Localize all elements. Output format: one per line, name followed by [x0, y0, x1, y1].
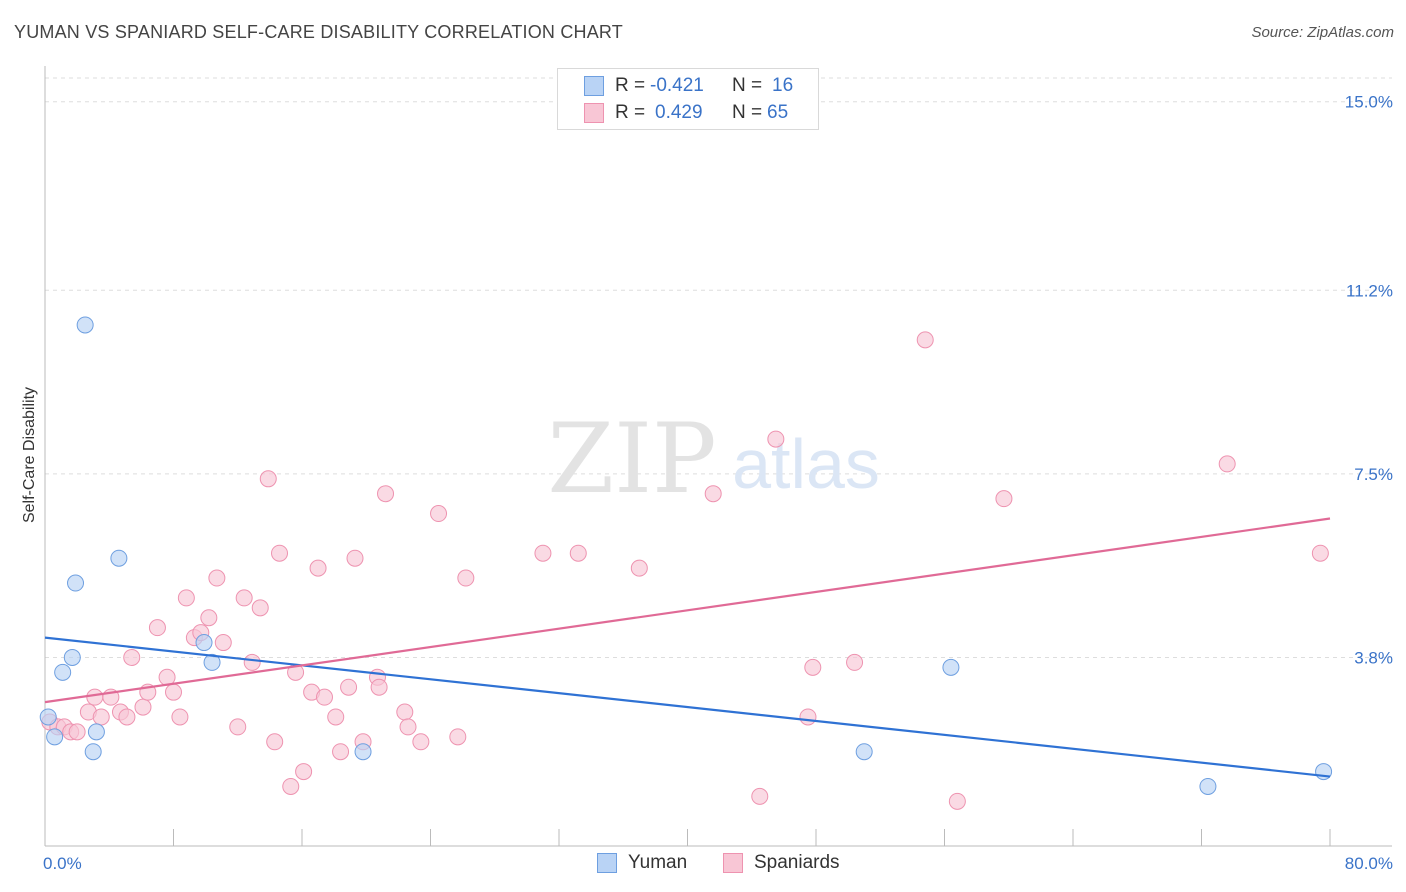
yuman-trend-line	[44, 636, 1331, 778]
spaniard-point	[340, 678, 358, 696]
spaniard-point	[346, 549, 364, 567]
yuman-point	[87, 723, 105, 741]
legend-r-label: R =	[615, 102, 646, 123]
spaniard-point	[295, 763, 313, 781]
spaniard-point	[271, 544, 289, 562]
spaniard-point	[767, 430, 785, 448]
y-tick-label: 3.8%	[1354, 648, 1393, 667]
legend-r-value: -0.421	[650, 75, 704, 96]
spaniard-point	[235, 589, 253, 607]
spaniard-point	[177, 589, 195, 607]
legend-n-label: N =	[732, 102, 763, 123]
spaniard-point	[229, 718, 247, 736]
spaniard-point	[1218, 455, 1236, 473]
legend-n-value: 16	[772, 75, 794, 96]
y-tick-label: 7.5%	[1354, 465, 1393, 484]
spaniard-point	[412, 733, 430, 751]
spaniard-point	[266, 733, 284, 751]
chart-source: Source: ZipAtlas.com	[1251, 24, 1394, 41]
yuman-point	[1199, 777, 1217, 795]
spaniard-point	[846, 653, 864, 671]
spaniard-point	[68, 723, 86, 741]
spaniard-point	[148, 619, 166, 637]
spaniard-point	[134, 698, 152, 716]
yuman-point	[76, 316, 94, 334]
spaniard-point	[259, 470, 277, 488]
spaniard-point	[948, 792, 966, 810]
spaniard-point	[92, 708, 110, 726]
bottom-legend-spaniards: Spaniards	[754, 852, 840, 873]
spaniard-point	[118, 708, 136, 726]
spaniard-point	[377, 485, 395, 503]
legend-yuman-swatch	[584, 76, 604, 96]
y-tick-label: 11.2%	[1346, 281, 1393, 300]
spaniard-point	[1311, 544, 1329, 562]
spaniard-point	[704, 485, 722, 503]
legend-n-label: N =	[732, 75, 763, 96]
x-tick-label: 0.0%	[43, 854, 82, 873]
spaniard-point	[200, 609, 218, 627]
spaniard-trend-line	[44, 517, 1331, 704]
spaniard-point	[370, 678, 388, 696]
yuman-point	[54, 663, 72, 681]
bottom-legend-yuman-swatch	[597, 853, 617, 873]
legend-r-value: 0.429	[655, 102, 703, 123]
yuman-point	[39, 708, 57, 726]
legend-spaniards-swatch	[584, 103, 604, 123]
spaniard-point	[208, 569, 226, 587]
yuman-point	[195, 634, 213, 652]
spaniard-point	[630, 559, 648, 577]
yuman-point	[63, 648, 81, 666]
spaniard-point	[171, 708, 189, 726]
yuman-point	[84, 743, 102, 761]
spaniard-point	[165, 683, 182, 701]
spaniard-point	[799, 708, 817, 726]
bottom-legend-yuman: Yuman	[628, 852, 688, 873]
legend-r-label: R =	[615, 75, 646, 96]
legend-n-value: 65	[767, 102, 789, 123]
spaniard-point	[214, 634, 232, 652]
spaniard-point	[916, 331, 934, 349]
spaniard-point	[804, 658, 822, 676]
spaniard-point	[396, 703, 414, 721]
yuman-point	[855, 743, 873, 761]
spaniard-point	[995, 490, 1013, 508]
y-tick-label: 15.0%	[1345, 93, 1393, 112]
yuman-point	[110, 549, 128, 567]
spaniard-point	[86, 688, 104, 706]
yuman-point	[942, 658, 960, 676]
chart-title: YUMAN VS SPANIARD SELF-CARE DISABILITY C…	[14, 22, 623, 42]
yuman-point	[46, 728, 64, 746]
spaniard-point	[251, 599, 269, 617]
spaniard-point	[243, 653, 261, 671]
spaniard-point	[315, 688, 333, 706]
yuman-point	[203, 653, 221, 671]
spaniard-point	[751, 787, 769, 805]
spaniard-point	[449, 728, 467, 746]
spaniard-point	[399, 718, 417, 736]
spaniard-point	[430, 505, 448, 523]
yuman-point	[67, 574, 85, 592]
spaniard-point	[534, 544, 552, 562]
spaniard-point	[332, 743, 350, 761]
bottom-legend-spaniards-swatch	[723, 853, 743, 873]
spaniard-point	[569, 544, 587, 562]
spaniard-point	[123, 648, 141, 666]
x-tick-label: 80.0%	[1345, 854, 1393, 873]
spaniard-point	[282, 777, 300, 795]
watermark-atlas: atlas	[732, 425, 880, 503]
watermark-zip: ZIP	[547, 403, 716, 515]
spaniard-point	[457, 569, 475, 587]
spaniard-point	[309, 559, 327, 577]
yuman-point	[354, 743, 372, 761]
spaniard-point	[327, 708, 345, 726]
